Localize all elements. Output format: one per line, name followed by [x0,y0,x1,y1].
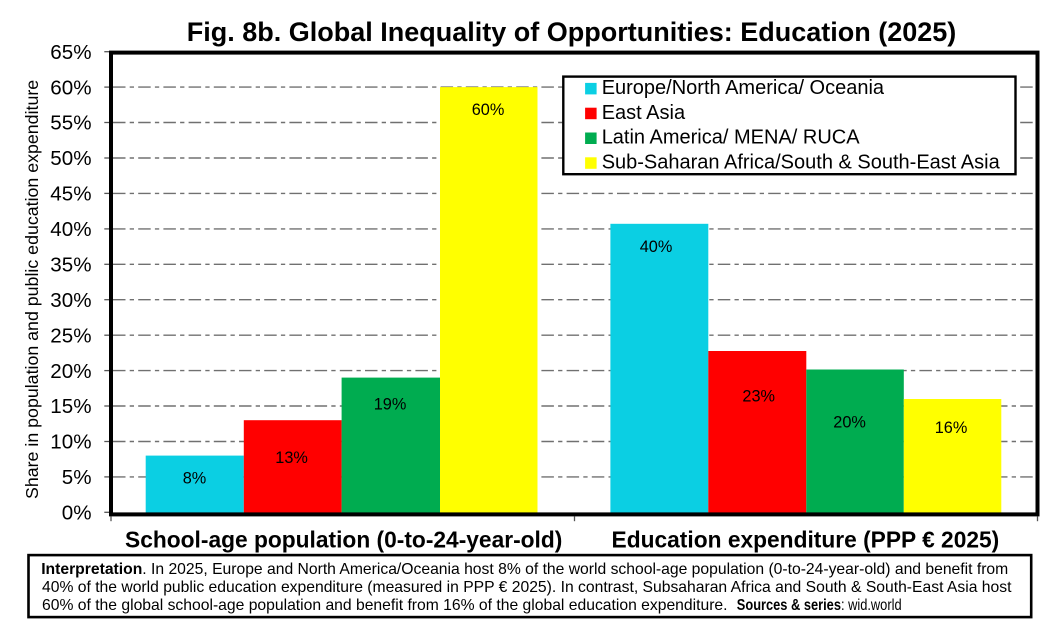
svg-text:65%: 65% [50,41,91,64]
svg-text:45%: 45% [50,183,91,206]
svg-text:25%: 25% [50,324,91,347]
svg-text:35%: 35% [50,254,91,277]
svg-text:Education expenditure (PPP € 2: Education expenditure (PPP € 2025) [612,527,1000,553]
svg-text:16%: 16% [935,419,968,437]
svg-text:20%: 20% [833,413,866,431]
svg-text:Share in population and public: Share in population and public education… [22,80,42,499]
svg-text:5%: 5% [62,466,92,489]
svg-text:Latin America/ MENA/ RUCA: Latin America/ MENA/ RUCA [602,127,861,149]
svg-text:Sub-Saharan Africa/South & Sou: Sub-Saharan Africa/South & South-East As… [602,152,1001,174]
svg-text:60%: 60% [50,76,91,99]
svg-text:15%: 15% [50,395,91,418]
svg-text:60%: 60% [472,101,505,119]
svg-text:40% of the world public educat: 40% of the world public education expend… [42,579,1012,596]
svg-text:0%: 0% [62,502,92,525]
svg-text:Interpretation. In 2025, Europ: Interpretation. In 2025, Europe and Nort… [41,561,1008,578]
svg-text:Europe/North America/ Oceania: Europe/North America/ Oceania [602,77,885,99]
svg-text:55%: 55% [50,112,91,135]
svg-text:40%: 40% [50,218,91,241]
svg-text:East Asia: East Asia [602,102,686,124]
svg-text:23%: 23% [742,387,775,405]
svg-text:60% of the global school-age p: 60% of the global school-age population … [42,597,728,614]
svg-text:Fig. 8b. Global Inequality of: Fig. 8b. Global Inequality of Opportunit… [187,17,957,47]
svg-text:10%: 10% [50,431,91,454]
svg-text:40%: 40% [640,238,673,256]
svg-text:Sources & series: wid.world: Sources & series: wid.world [737,596,902,613]
svg-text:8%: 8% [183,469,207,487]
svg-text:13%: 13% [275,449,308,467]
svg-text:School-age population (0-to-24: School-age population (0-to-24-year-old) [125,527,562,553]
svg-text:19%: 19% [374,396,407,414]
svg-text:50%: 50% [50,147,91,170]
svg-text:20%: 20% [50,360,91,383]
svg-text:30%: 30% [50,289,91,312]
